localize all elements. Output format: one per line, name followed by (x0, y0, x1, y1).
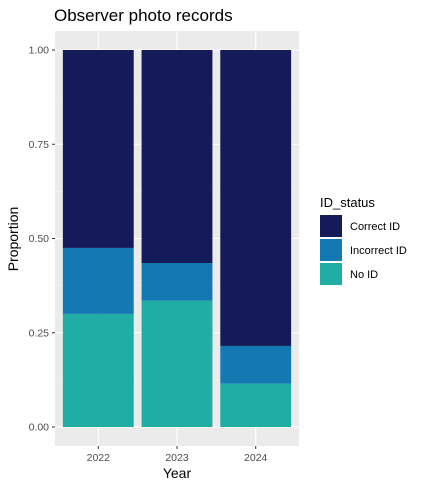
bar-correct-id-2024 (220, 50, 292, 346)
bar-no-id-2024 (220, 383, 292, 427)
y-tick-label: 0.50 (29, 233, 50, 245)
bar-correct-id-2022 (62, 50, 134, 248)
bar-incorrect-id-2022 (62, 247, 134, 314)
legend-key-correct-id (320, 215, 342, 237)
bar-correct-id-2023 (141, 50, 213, 264)
y-tick-label: 1.00 (29, 45, 50, 57)
bar-no-id-2022 (62, 313, 134, 427)
legend-label: Correct ID (350, 221, 400, 233)
x-tick-label: 2024 (244, 452, 268, 464)
legend-label: No ID (350, 269, 378, 281)
x-tick-label: 2022 (87, 452, 111, 464)
y-tick-label: 0.75 (29, 139, 50, 151)
chart-title: Observer photo records (54, 6, 233, 25)
y-axis-title: Proportion (5, 207, 21, 272)
legend-key-no-id (320, 263, 342, 285)
y-tick-label: 0.25 (29, 327, 50, 339)
legend-title: ID_status (320, 195, 375, 210)
x-tick-label: 2023 (165, 452, 189, 464)
bar-no-id-2023 (141, 300, 213, 427)
bar-incorrect-id-2023 (141, 263, 213, 301)
bar-incorrect-id-2024 (220, 345, 292, 384)
legend-label: Incorrect ID (350, 245, 407, 257)
y-tick-label: 0.00 (29, 422, 50, 434)
x-axis-title: Year (163, 465, 192, 481)
legend: Correct ID Incorrect ID No ID (320, 215, 407, 285)
plot-panel: 0.00 0.25 0.50 0.75 1.00 2022 2023 2024 (29, 31, 299, 464)
legend-key-incorrect-id (320, 239, 342, 261)
